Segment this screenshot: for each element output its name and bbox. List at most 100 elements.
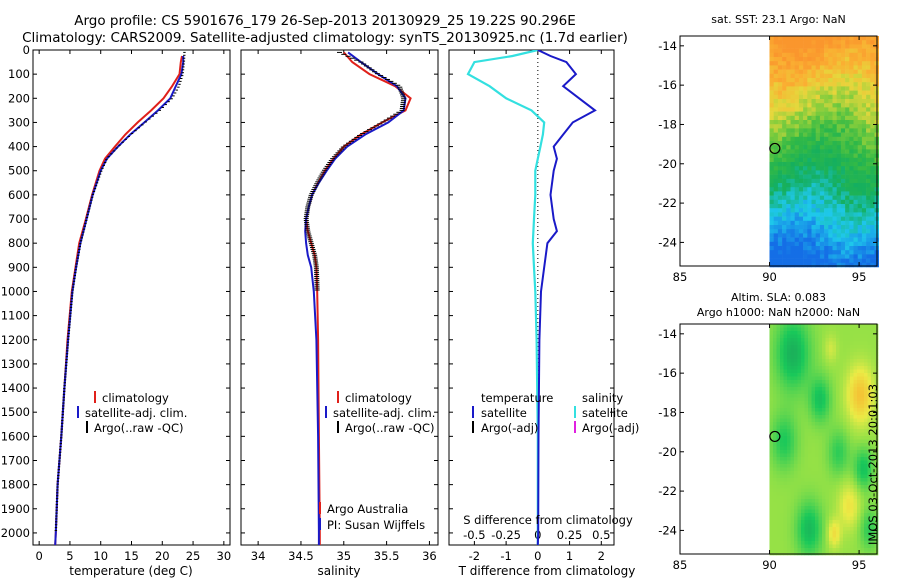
sst-cell [790, 237, 795, 243]
sla-cell [811, 471, 816, 475]
sla-cell [853, 453, 858, 458]
sla-cell [787, 506, 791, 510]
sst-cell [777, 111, 783, 117]
sla-cell [853, 327, 858, 332]
sla-cell [853, 338, 858, 342]
sst-cell [840, 225, 846, 230]
sla-cell [808, 467, 812, 472]
sst-cell [794, 166, 800, 171]
sla-cell [811, 324, 816, 328]
sst-cell [836, 52, 842, 58]
sst-cell [811, 170, 816, 175]
sla-cell [801, 495, 805, 500]
sla-cell [787, 523, 791, 528]
sst-cell [824, 115, 829, 121]
sla-cell [843, 516, 847, 521]
sst-cell [857, 124, 863, 129]
sla-cell [769, 488, 774, 493]
sla-cell [867, 488, 872, 493]
map-y-tick-label: -24 [658, 235, 677, 249]
sla-cell [818, 422, 823, 426]
sst-cell [866, 254, 871, 259]
sla-cell [860, 422, 865, 426]
sla-cell [839, 401, 844, 405]
sla-cell [783, 422, 788, 426]
sla-cell [871, 460, 875, 465]
sst-cell [849, 90, 854, 96]
sla-cell [871, 331, 875, 335]
sla-cell [815, 530, 819, 535]
sst-cell [836, 178, 842, 184]
sla-cell [871, 355, 875, 360]
sst-cell [828, 191, 833, 196]
sst-cell [803, 40, 808, 45]
sla-cell [832, 474, 837, 479]
sla-cell [797, 499, 802, 503]
sla-cell [811, 537, 816, 542]
sst-cell [832, 124, 837, 129]
sla-cell [843, 415, 847, 419]
sla-cell [867, 390, 872, 395]
sla-cell [818, 541, 823, 545]
sst-cell [803, 229, 808, 234]
sla-cell [773, 373, 777, 377]
sla-cell [867, 509, 872, 514]
sst-cell [840, 237, 846, 243]
sst-cell [866, 195, 871, 201]
sla-cell [794, 422, 798, 426]
sla-cell [794, 432, 798, 437]
depth-tick-label: 1200 [1, 333, 30, 347]
sst-cell [769, 90, 774, 96]
sst-cell [798, 61, 804, 66]
sst-cell [840, 115, 846, 121]
sst-cell [828, 136, 833, 142]
sst-cell [769, 145, 774, 150]
sla-cell [801, 488, 805, 493]
sla-cell [797, 544, 802, 549]
sst-cell [840, 174, 846, 180]
sst-cell [849, 120, 854, 125]
sla-cell [850, 362, 854, 367]
sla-cell [776, 523, 781, 528]
sst-cell [786, 170, 791, 175]
sst-cell [782, 90, 787, 96]
sla-cell [839, 534, 844, 538]
sla-cell [839, 397, 844, 402]
sla-cell [825, 359, 830, 363]
x-tick-label: 35.5 [374, 549, 400, 563]
sla-cell [815, 513, 819, 517]
sla-cell [811, 534, 816, 538]
sla-cell [832, 488, 837, 493]
sst-cell [786, 82, 791, 87]
sla-cell [857, 502, 861, 507]
sst-cell [819, 136, 825, 142]
sst-cell [782, 149, 787, 154]
sst-cell [870, 36, 875, 41]
sst-cell [811, 40, 816, 45]
sla-cell [773, 425, 777, 430]
sst-cell [849, 233, 854, 238]
sla-cell [776, 327, 781, 332]
sla-cell [801, 499, 805, 503]
sla-cell [780, 534, 784, 538]
sla-cell [783, 467, 788, 472]
sla-cell [822, 376, 826, 381]
sla-cell [839, 415, 844, 419]
sst-cell [811, 120, 816, 125]
sst-cell [870, 262, 875, 268]
sst-cell [832, 94, 837, 100]
temperature-axes-frame [32, 49, 231, 546]
sla-cell [832, 366, 837, 370]
sst-cell [861, 65, 867, 70]
sla-cell [846, 387, 851, 391]
sla-cell [853, 383, 858, 388]
sst-cell [828, 250, 833, 255]
sla-cell [790, 457, 795, 461]
sst-cell [832, 99, 837, 104]
sla-cell [790, 541, 795, 545]
sla-cell [790, 373, 795, 377]
sla-cell [808, 401, 812, 405]
salinity-climatology-line [305, 51, 412, 545]
sst-cell [773, 199, 779, 205]
